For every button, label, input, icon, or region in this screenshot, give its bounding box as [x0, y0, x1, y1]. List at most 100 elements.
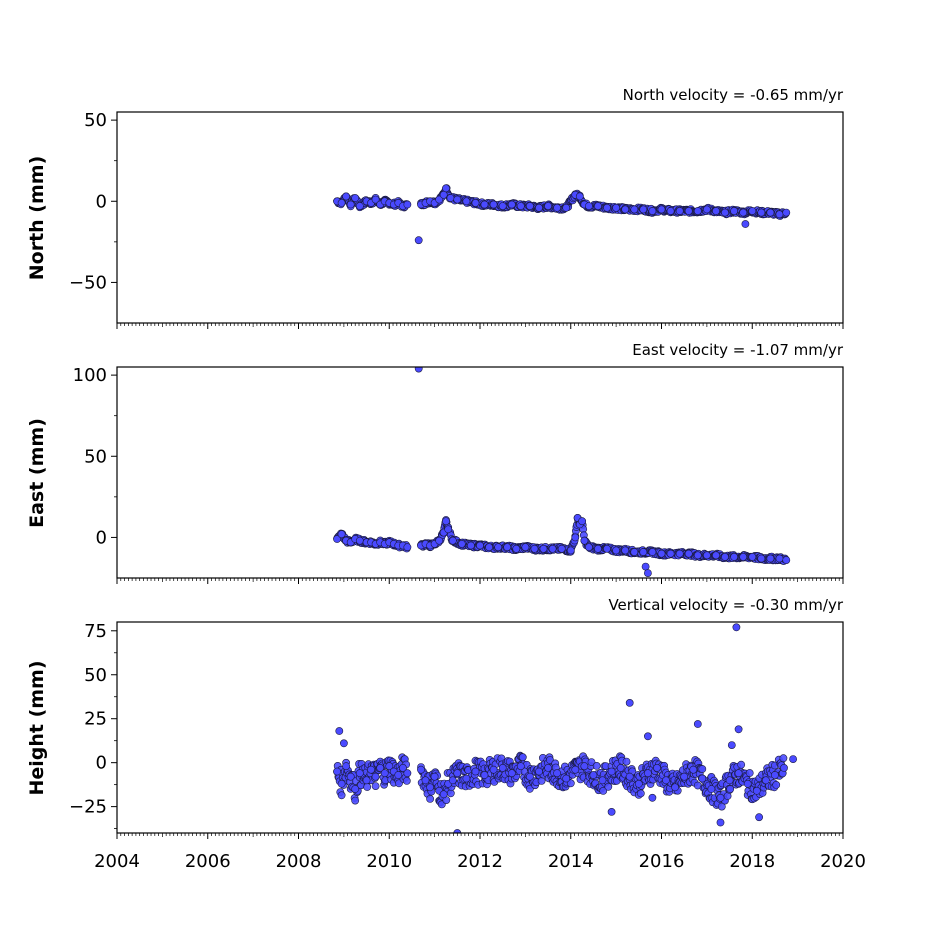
data-point [521, 543, 530, 552]
data-point [675, 549, 684, 558]
height-ylabel: Height (mm) [26, 660, 48, 795]
data-point [622, 757, 631, 766]
data-point [448, 776, 457, 785]
y-tick-label: −25 [69, 797, 107, 818]
data-point [780, 764, 788, 772]
data-point [471, 198, 480, 207]
outlier-point [727, 741, 736, 749]
data-point [346, 200, 355, 209]
data-point [385, 762, 394, 771]
data-point [782, 208, 791, 217]
data-point [616, 764, 625, 772]
data-point [639, 548, 648, 556]
data-point [598, 776, 607, 785]
data-point [480, 771, 489, 779]
data-point [689, 765, 698, 774]
x-tick-label: 2004 [94, 851, 140, 872]
data-point [507, 200, 516, 209]
data-point [439, 790, 448, 799]
data-point [337, 779, 346, 788]
data-point [380, 769, 389, 778]
data-point [342, 762, 350, 771]
data-point [371, 782, 380, 790]
data-point [621, 205, 630, 214]
data-point [476, 541, 484, 550]
y-tick-label: 100 [73, 365, 107, 386]
data-point [757, 208, 766, 217]
data-point [648, 207, 657, 215]
data-point [351, 785, 360, 793]
data-point [442, 517, 450, 526]
data-point [721, 208, 729, 217]
data-point [630, 205, 639, 214]
data-point [480, 200, 489, 209]
data-point [712, 551, 720, 560]
data-point [698, 774, 707, 783]
data-point [734, 769, 743, 778]
height-data-marks [333, 623, 797, 833]
data-point [557, 544, 566, 553]
y-tick-label: 0 [96, 527, 107, 548]
data-point [612, 203, 620, 212]
data-point [662, 776, 670, 785]
outlier-point [693, 720, 702, 728]
data-point [453, 195, 462, 204]
east-panel: East velocity = -1.07 mm/yr East (mm) 10… [26, 341, 844, 584]
data-point [489, 200, 498, 209]
data-point [426, 795, 434, 803]
data-point [739, 208, 748, 217]
data-point [730, 553, 738, 561]
height-panel: Vertical velocity = -0.30 mm/yr Height (… [26, 596, 866, 872]
data-point [351, 796, 360, 805]
y-tick-label: 0 [96, 753, 107, 774]
height-x-ticks [116, 833, 844, 839]
y-tick-label: 0 [96, 191, 107, 212]
data-point [748, 553, 757, 561]
data-point [636, 789, 645, 798]
data-point [675, 207, 684, 215]
data-point [779, 754, 788, 763]
data-point [721, 553, 729, 561]
data-point [703, 205, 711, 214]
y-tick-label: 50 [84, 110, 107, 131]
outlier-point [732, 623, 741, 632]
data-point [442, 184, 450, 193]
data-point [403, 543, 412, 552]
north-plot-frame [116, 111, 844, 324]
outlier-point [789, 755, 797, 763]
data-point [518, 753, 527, 762]
data-point [621, 546, 630, 555]
north-velocity-title: North velocity = -0.65 mm/yr [623, 86, 844, 104]
north-x-ticks [116, 323, 844, 329]
data-point [394, 771, 403, 779]
data-point [544, 764, 552, 772]
data-point [403, 200, 412, 209]
data-point [342, 192, 350, 201]
data-point [766, 208, 775, 217]
data-point [553, 203, 561, 212]
outlier-point [755, 813, 763, 822]
data-point [553, 769, 561, 778]
data-point [639, 205, 648, 214]
data-point [446, 194, 455, 202]
data-point [530, 544, 539, 553]
data-point [485, 543, 493, 552]
data-point [435, 536, 444, 545]
data-point [439, 190, 448, 199]
x-tick-label: 2014 [548, 851, 594, 872]
x-tick-label: 2008 [276, 851, 322, 872]
data-point [498, 202, 507, 210]
data-point [666, 549, 675, 558]
x-tick-label: 2016 [639, 851, 685, 872]
data-point [446, 789, 455, 798]
east-y-ticks: 100 50 0 [73, 365, 117, 548]
data-point [707, 785, 716, 793]
data-point [435, 195, 444, 204]
data-point [703, 551, 711, 560]
outlier-point [335, 727, 344, 735]
data-point [585, 202, 593, 210]
data-point [625, 772, 634, 781]
data-point [717, 802, 726, 811]
data-point [762, 776, 770, 785]
